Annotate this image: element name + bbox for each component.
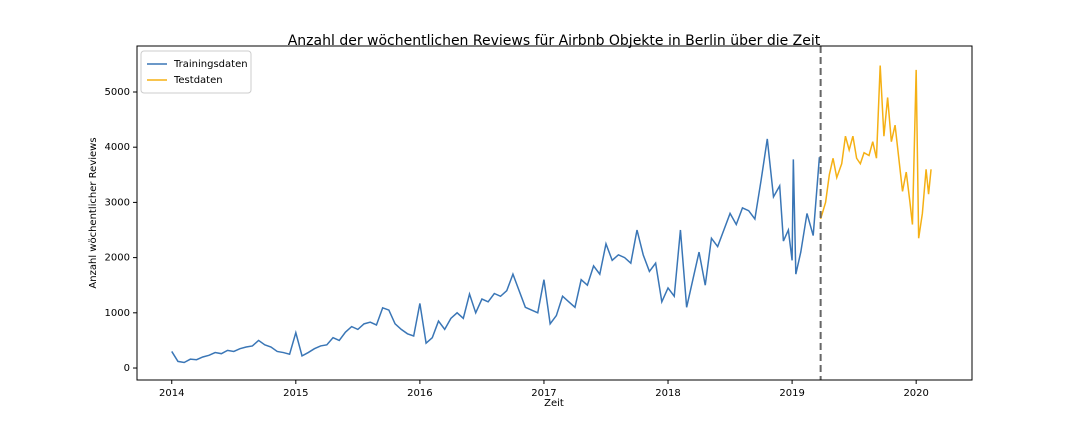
x-tick-label: 2018 (655, 388, 680, 399)
series-line (819, 65, 932, 239)
x-axis-label: Zeit (544, 398, 564, 409)
y-axis-label: Anzahl wöchentlicher Reviews (88, 137, 99, 288)
x-tick-label: 2014 (159, 388, 184, 399)
y-tick-label: 0 (124, 363, 130, 374)
x-tick-label: 2016 (407, 388, 432, 399)
series-line (171, 138, 821, 364)
x-tick-label: 2019 (779, 388, 804, 399)
y-tick-label: 3000 (105, 197, 130, 208)
y-tick-label: 1000 (105, 308, 130, 319)
chart-title: Anzahl der wöchentlichen Reviews für Air… (288, 33, 821, 49)
y-tick-label: 5000 (105, 87, 130, 98)
x-tick-label: 2015 (283, 388, 308, 399)
x-tick-label: 2020 (903, 388, 928, 399)
legend-label: Testdaten (173, 75, 223, 86)
legend-label: Trainingsdaten (173, 59, 248, 70)
x-tick-label: 2017 (531, 388, 556, 399)
plot-frame (136, 45, 973, 381)
legend-box (140, 50, 252, 94)
y-tick-label: 4000 (105, 142, 130, 153)
y-tick-label: 2000 (105, 253, 130, 264)
